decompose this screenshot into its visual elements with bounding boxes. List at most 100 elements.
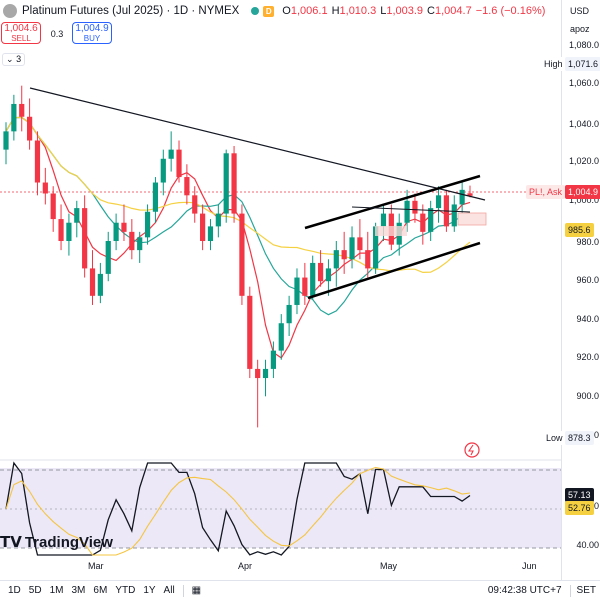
candle-body[interactable]: [58, 219, 64, 241]
candle-body[interactable]: [113, 222, 119, 241]
candle-body[interactable]: [50, 193, 56, 220]
candle-body[interactable]: [333, 250, 339, 269]
range-1y[interactable]: 1Y: [143, 585, 156, 596]
candle-body[interactable]: [215, 213, 221, 227]
candle-body[interactable]: [121, 222, 127, 232]
candle-body[interactable]: [97, 273, 103, 296]
high-value-tag: 1,071.6: [565, 57, 600, 71]
candle-body[interactable]: [26, 116, 33, 141]
candle-body[interactable]: [317, 262, 324, 282]
settings-label[interactable]: SET: [576, 585, 596, 596]
candle-body[interactable]: [412, 200, 418, 214]
candle-body[interactable]: [451, 204, 457, 227]
candle-body[interactable]: [160, 158, 166, 183]
buy-button[interactable]: 1,004.9 BUY: [72, 22, 112, 44]
tradingview-logo: 𝗧𝗩 TradingView: [0, 533, 113, 552]
calendar-icon[interactable]: ▦: [191, 585, 202, 596]
range-6m[interactable]: 6M: [93, 585, 108, 596]
horizontal-line[interactable]: [351, 206, 471, 213]
ask-tag: PL!, Ask: [526, 185, 566, 199]
candle-body[interactable]: [420, 213, 426, 232]
low-value: 1,003.9: [386, 5, 424, 17]
candle-body[interactable]: [231, 153, 237, 214]
candle-body[interactable]: [137, 237, 143, 251]
candle-body[interactable]: [341, 250, 347, 260]
ma-line-2[interactable]: [5, 116, 471, 274]
channel-upper-line[interactable]: [304, 174, 481, 230]
low-tag: Low: [543, 431, 566, 445]
candle-body[interactable]: [42, 182, 48, 194]
candle-body[interactable]: [176, 149, 182, 178]
candle-body[interactable]: [223, 153, 229, 214]
candle-body[interactable]: [192, 195, 198, 214]
rsi-tick-40: 40.00: [576, 540, 599, 550]
channel-lower-line[interactable]: [307, 241, 481, 300]
candle-body[interactable]: [270, 350, 276, 369]
candle-body[interactable]: [404, 200, 410, 223]
bottom-toolbar: 1D 5D 1M 3M 6M YTD 1Y All ▦ 09:42:38 UTC…: [0, 580, 600, 600]
price-chart[interactable]: [0, 0, 561, 560]
candle-body[interactable]: [467, 193, 473, 196]
candle-body[interactable]: [325, 268, 332, 282]
candle-body[interactable]: [82, 208, 88, 269]
candle-body[interactable]: [262, 368, 269, 379]
candle-body[interactable]: [349, 237, 355, 260]
alert-icon[interactable]: [464, 442, 480, 458]
range-1m[interactable]: 1M: [49, 585, 64, 596]
scale-label[interactable]: apoz: [570, 24, 590, 34]
zone-box-right[interactable]: [457, 212, 487, 226]
rsi-indicator: [5, 461, 471, 556]
rsi-line[interactable]: [5, 461, 471, 556]
candle-body[interactable]: [105, 241, 111, 274]
candle-body[interactable]: [435, 195, 442, 209]
candle-body[interactable]: [357, 237, 363, 251]
candle-body[interactable]: [34, 140, 41, 183]
candle-body[interactable]: [459, 189, 465, 205]
rsi-ma-line[interactable]: [5, 466, 471, 556]
clock[interactable]: 09:42:38 UTC+7: [487, 585, 562, 596]
price-axis[interactable]: USD apoz 1,080.0 1,060.0 1,040.0 1,020.0…: [561, 0, 600, 580]
candle-body[interactable]: [278, 323, 284, 351]
candle-body[interactable]: [200, 213, 206, 241]
candle-body[interactable]: [66, 222, 72, 241]
range-3m[interactable]: 3M: [71, 585, 86, 596]
candle-body[interactable]: [428, 208, 434, 232]
candle-body[interactable]: [168, 149, 174, 159]
range-all[interactable]: All: [163, 585, 175, 596]
time-tick-may: May: [380, 561, 398, 571]
candle-body[interactable]: [144, 211, 151, 238]
candle-body[interactable]: [129, 231, 135, 251]
candle-body[interactable]: [373, 226, 379, 269]
tick-1040: 1,040.0: [568, 119, 599, 129]
descending-trendline[interactable]: [29, 87, 486, 201]
range-ytd[interactable]: YTD: [115, 585, 136, 596]
candle-body[interactable]: [255, 368, 261, 379]
candle-body[interactable]: [89, 268, 96, 296]
candle-body[interactable]: [152, 182, 159, 212]
candle-body[interactable]: [310, 262, 316, 296]
sell-button[interactable]: 1,004.6 SELL: [1, 22, 41, 44]
zone-box[interactable]: [375, 226, 407, 236]
candle-body[interactable]: [19, 103, 25, 117]
candle-body[interactable]: [247, 295, 253, 369]
candle-body[interactable]: [365, 250, 371, 269]
symbol-title[interactable]: Platinum Futures (Jul 2025) · 1D · NYMEX: [22, 5, 240, 17]
sell-price: 1,004.6: [4, 23, 38, 34]
range-5d[interactable]: 5D: [28, 585, 42, 596]
candle-body[interactable]: [184, 177, 190, 196]
candle-body[interactable]: [74, 208, 80, 223]
candle-body[interactable]: [207, 226, 214, 241]
candle-body[interactable]: [11, 103, 17, 132]
candle-body[interactable]: [380, 213, 387, 227]
range-1d[interactable]: 1D: [8, 585, 21, 596]
candle-body[interactable]: [239, 213, 245, 296]
candle-body[interactable]: [286, 304, 292, 324]
market-open-dot-icon: [251, 7, 260, 15]
candle-body[interactable]: [302, 277, 308, 296]
indicators-toggle[interactable]: ⌄ 3: [2, 53, 26, 66]
currency-label[interactable]: USD: [570, 6, 590, 16]
time-tick-mar: Mar: [88, 561, 104, 571]
chevron-down-icon: ⌄: [6, 54, 14, 64]
candle-body[interactable]: [294, 277, 300, 305]
candle-body[interactable]: [3, 131, 9, 150]
